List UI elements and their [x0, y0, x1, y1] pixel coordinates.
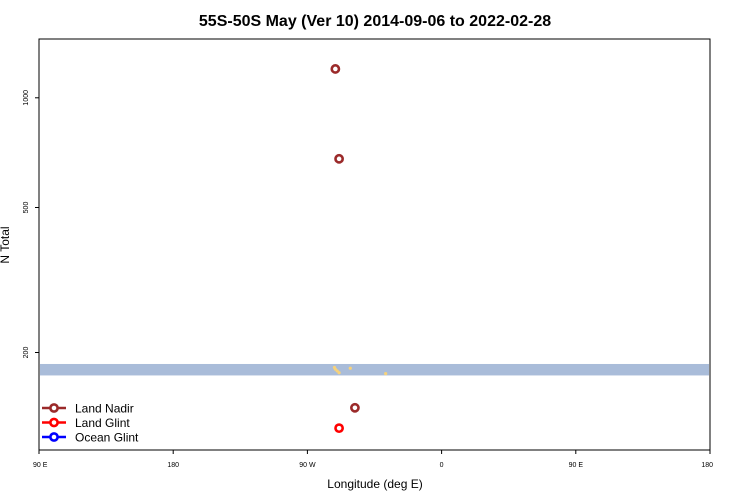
x-tick-label: 90 E — [569, 462, 584, 469]
legend-marker — [49, 432, 59, 442]
y-tick-label: 200 — [23, 347, 30, 359]
data-point — [334, 423, 344, 434]
x-axis: 90 E 180 90 W 0 90 E 180 — [33, 450, 713, 469]
data-point — [330, 64, 341, 74]
x-tick-label: 90 W — [299, 462, 316, 469]
x-tick-label: 180 — [701, 462, 713, 469]
data-points — [330, 64, 360, 434]
legend-label: Ocean Glint — [75, 431, 139, 445]
x-tick-label: 180 — [167, 462, 179, 469]
y-tick-label: 500 — [23, 202, 30, 214]
legend-label: Land Nadir — [75, 402, 134, 416]
x-tick-label: 0 — [440, 462, 444, 469]
data-point — [350, 402, 360, 413]
legend-marker — [49, 403, 59, 413]
y-axis-label: N Total — [0, 226, 12, 263]
band-group — [40, 363, 709, 376]
band-dot — [337, 371, 341, 375]
chart-title: 55S-50S May (Ver 10) 2014-09-06 to 2022-… — [199, 13, 551, 30]
y-axis: 200 500 1000 — [23, 90, 39, 358]
band-dot — [348, 366, 352, 370]
x-axis-label: Longitude (deg E) — [327, 477, 422, 491]
x-tick-label: 90 E — [33, 462, 48, 469]
legend-marker — [49, 417, 59, 428]
band-dot — [384, 372, 388, 376]
legend-label: Land Glint — [75, 416, 130, 430]
data-band — [40, 363, 709, 376]
plot-frame — [38, 38, 711, 451]
y-tick-label: 1000 — [23, 90, 30, 106]
data-point — [334, 153, 344, 164]
